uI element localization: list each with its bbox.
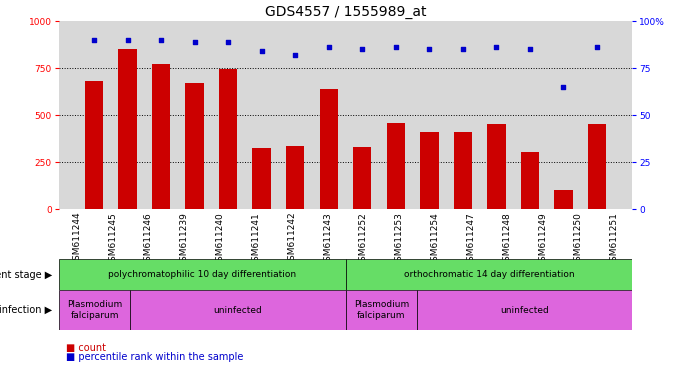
Text: uninfected: uninfected	[214, 306, 263, 314]
Text: ■ percentile rank within the sample: ■ percentile rank within the sample	[66, 352, 243, 362]
Text: Plasmodium
falciparum: Plasmodium falciparum	[67, 300, 122, 320]
Text: GSM611240: GSM611240	[216, 212, 225, 266]
Text: GSM611250: GSM611250	[574, 212, 583, 266]
Point	[290, 52, 301, 58]
Text: orthochromatic 14 day differentiation: orthochromatic 14 day differentiation	[404, 270, 574, 279]
Text: GSM611244: GSM611244	[72, 212, 81, 266]
Bar	[386, 123, 405, 209]
Text: GSM611254: GSM611254	[430, 212, 439, 266]
Bar	[554, 190, 573, 209]
Text: uninfected: uninfected	[500, 306, 549, 314]
Bar	[346, 290, 417, 330]
Point	[491, 45, 502, 51]
Text: GSM611239: GSM611239	[180, 212, 189, 266]
Text: GSM611243: GSM611243	[323, 212, 332, 266]
Text: GSM611249: GSM611249	[538, 212, 547, 266]
Point	[323, 45, 334, 51]
Point	[524, 46, 536, 53]
Text: infection ▶: infection ▶	[0, 305, 52, 315]
Bar	[588, 124, 606, 209]
Text: development stage ▶: development stage ▶	[0, 270, 52, 280]
Text: Plasmodium
falciparum: Plasmodium falciparum	[354, 300, 409, 320]
Bar	[417, 290, 632, 330]
Point	[591, 45, 603, 51]
Bar	[252, 148, 271, 209]
Bar	[487, 124, 506, 209]
Point	[256, 48, 267, 54]
Title: GDS4557 / 1555989_at: GDS4557 / 1555989_at	[265, 5, 426, 19]
Text: GSM611242: GSM611242	[287, 212, 296, 266]
Point	[88, 37, 100, 43]
Bar	[453, 132, 472, 209]
Bar	[286, 146, 305, 209]
Bar	[131, 290, 346, 330]
Bar	[59, 290, 131, 330]
Point	[357, 46, 368, 53]
Point	[558, 84, 569, 90]
Point	[457, 46, 468, 53]
Bar	[521, 152, 539, 209]
Point	[424, 46, 435, 53]
Bar	[152, 65, 170, 209]
Bar	[319, 89, 338, 209]
Bar	[85, 81, 103, 209]
Text: polychromatophilic 10 day differentiation: polychromatophilic 10 day differentiatio…	[108, 270, 296, 279]
Text: GSM611247: GSM611247	[466, 212, 475, 266]
Text: GSM611246: GSM611246	[144, 212, 153, 266]
Text: GSM611251: GSM611251	[610, 212, 619, 266]
Bar	[420, 132, 439, 209]
Point	[155, 37, 167, 43]
Point	[390, 45, 401, 51]
Text: GSM611241: GSM611241	[252, 212, 261, 266]
Bar	[219, 69, 238, 209]
Bar	[185, 83, 204, 209]
Text: GSM611252: GSM611252	[359, 212, 368, 266]
Point	[223, 39, 234, 45]
Text: GSM611248: GSM611248	[502, 212, 511, 266]
Point	[189, 39, 200, 45]
Bar	[353, 147, 372, 209]
Text: GSM611245: GSM611245	[108, 212, 117, 266]
Bar	[346, 259, 632, 290]
Text: ■ count: ■ count	[66, 343, 106, 353]
Bar	[59, 259, 346, 290]
Bar	[118, 50, 137, 209]
Point	[122, 37, 133, 43]
Text: GSM611253: GSM611253	[395, 212, 404, 266]
